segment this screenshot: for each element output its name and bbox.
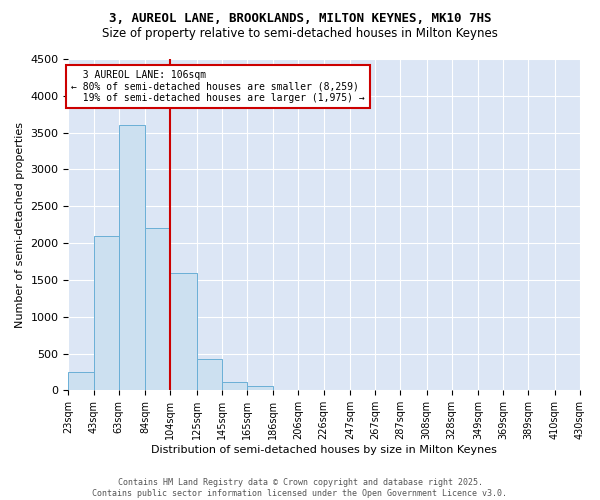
Y-axis label: Number of semi-detached properties: Number of semi-detached properties: [15, 122, 25, 328]
Text: Size of property relative to semi-detached houses in Milton Keynes: Size of property relative to semi-detach…: [102, 28, 498, 40]
Text: 3, AUREOL LANE, BROOKLANDS, MILTON KEYNES, MK10 7HS: 3, AUREOL LANE, BROOKLANDS, MILTON KEYNE…: [109, 12, 491, 26]
X-axis label: Distribution of semi-detached houses by size in Milton Keynes: Distribution of semi-detached houses by …: [151, 445, 497, 455]
Bar: [94, 236, 119, 390]
Bar: [222, 382, 247, 390]
Text: Contains HM Land Registry data © Crown copyright and database right 2025.
Contai: Contains HM Land Registry data © Crown c…: [92, 478, 508, 498]
Bar: [247, 386, 273, 390]
Bar: [197, 358, 222, 390]
Bar: [119, 126, 145, 390]
Bar: [145, 228, 170, 390]
Bar: [68, 372, 94, 390]
Bar: [170, 272, 197, 390]
Text: 3 AUREOL LANE: 106sqm
← 80% of semi-detached houses are smaller (8,259)
  19% of: 3 AUREOL LANE: 106sqm ← 80% of semi-deta…: [71, 70, 365, 103]
